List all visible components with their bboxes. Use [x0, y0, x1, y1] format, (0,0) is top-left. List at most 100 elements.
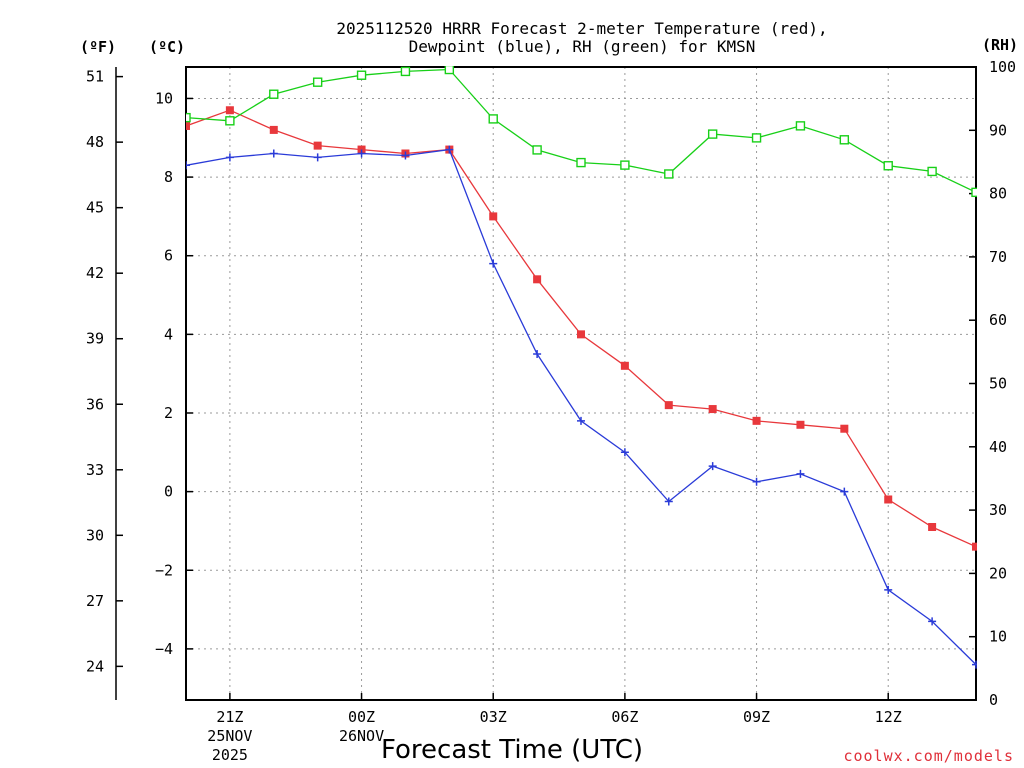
rh-tick-label: 90 [989, 121, 1007, 139]
temperature-point [313, 141, 322, 150]
series-relative-humidity [186, 66, 977, 198]
dewpoint-point [577, 416, 585, 425]
rh-point [444, 66, 455, 75]
x-tick-label: 03Z [480, 708, 507, 726]
dewpoint-point [884, 585, 893, 594]
temperature-point [840, 424, 849, 433]
celsius-tick-label: 8 [164, 168, 173, 186]
fahrenheit-tick-label: 42 [86, 264, 104, 282]
rh-tick-label: 100 [989, 58, 1016, 76]
dewpoint-point [840, 487, 849, 496]
dewpoint-point [269, 149, 278, 158]
rh-tick-label: 20 [989, 564, 1007, 582]
series-dewpoint [186, 145, 977, 669]
x-tick-year-label: 2025 [212, 746, 248, 764]
rh-tick-label: 0 [989, 691, 998, 709]
rh-point [883, 161, 893, 171]
fahrenheit-tick-label: 48 [86, 133, 104, 151]
celsius-tick-label: −4 [155, 640, 173, 658]
dewpoint-point [533, 350, 542, 359]
x-tick-label: 21Z [216, 708, 243, 726]
rh-unit-label: (RH) [982, 36, 1018, 54]
rh-point [620, 160, 630, 170]
series-line [186, 109, 977, 548]
rh-tick-label: 30 [989, 501, 1007, 519]
rh-point [971, 187, 977, 198]
rh-tick-label: 80 [989, 185, 1007, 203]
rh-tick-label: 40 [989, 438, 1007, 456]
dewpoint-point [620, 448, 629, 457]
fahrenheit-tick-label: 33 [86, 461, 104, 479]
rh-point [576, 157, 586, 168]
dewpoint-point [186, 161, 190, 170]
fahrenheit-tick-label: 30 [86, 526, 104, 544]
rh-point [707, 129, 718, 139]
dewpoint-point [313, 153, 322, 162]
x-tick-label: 06Z [611, 708, 638, 726]
rh-point [751, 133, 762, 143]
celsius-tick-label: −2 [155, 561, 173, 579]
fahrenheit-tick-label: 36 [86, 395, 104, 413]
rh-tick-label: 10 [989, 628, 1007, 646]
series-line [186, 148, 977, 666]
dewpoint-point [708, 462, 717, 471]
temperature-point [664, 401, 673, 410]
temperature-point [884, 495, 893, 504]
rh-point [225, 116, 235, 126]
data-series [186, 66, 977, 669]
temperature-point [533, 275, 542, 284]
temperature-point [489, 212, 498, 221]
celsius-tick-label: 0 [164, 483, 173, 501]
dewpoint-point [357, 149, 366, 158]
celsius-tick-label: 6 [164, 247, 173, 265]
temperature-point [972, 542, 977, 551]
fahrenheit-tick-label: 27 [86, 592, 104, 610]
dewpoint-point [489, 259, 498, 268]
rh-point [927, 166, 937, 177]
dewpoint-point [401, 151, 410, 160]
chart-title-line1: 2025112520 HRRR Forecast 2-meter Tempera… [336, 19, 827, 38]
series-line [186, 68, 977, 193]
dewpoint-point [225, 153, 234, 162]
rh-point [356, 70, 367, 80]
axes: 1086420−2−451484542393633302724100908070… [86, 58, 1016, 764]
series-2-meter-temperature [186, 106, 977, 551]
x-tick-date-label: 26NOV [339, 727, 384, 745]
temperature-point [708, 405, 717, 414]
fahrenheit-tick-label: 24 [86, 657, 104, 675]
temperature-point [269, 125, 278, 134]
temperature-point [796, 420, 805, 429]
x-tick-label: 12Z [875, 708, 902, 726]
chart-title-line2: Dewpoint (blue), RH (green) for KMSN [409, 37, 756, 56]
site-credit: coolwx.com/models [843, 747, 1014, 765]
temperature-point [577, 330, 585, 339]
x-tick-date-label: 25NOV [207, 727, 252, 745]
temperature-point [752, 416, 761, 425]
dewpoint-point [445, 145, 454, 154]
temperature-point [225, 106, 234, 115]
temperature-point [620, 361, 629, 370]
x-tick-label: 00Z [348, 708, 375, 726]
rh-point [532, 145, 542, 155]
dewpoint-point [972, 660, 977, 669]
dewpoint-point [752, 477, 761, 486]
rh-tick-label: 70 [989, 248, 1007, 266]
dewpoint-point [928, 617, 937, 626]
temperature-point [928, 523, 937, 532]
celsius-tick-label: 2 [164, 404, 173, 422]
fahrenheit-tick-label: 51 [86, 68, 104, 86]
rh-point [488, 114, 498, 124]
dewpoint-point [796, 469, 805, 478]
celsius-tick-label: 4 [164, 325, 173, 343]
rh-point [400, 66, 411, 77]
rh-point [269, 89, 279, 99]
celsius-unit-label: (ºC) [149, 38, 185, 56]
rh-point [664, 169, 674, 179]
fahrenheit-tick-label: 39 [86, 330, 104, 348]
x-tick-label: 09Z [743, 708, 770, 726]
fahrenheit-unit-label: (ºF) [80, 38, 116, 56]
rh-point [795, 121, 806, 131]
rh-tick-label: 50 [989, 375, 1007, 393]
rh-point [312, 77, 323, 87]
